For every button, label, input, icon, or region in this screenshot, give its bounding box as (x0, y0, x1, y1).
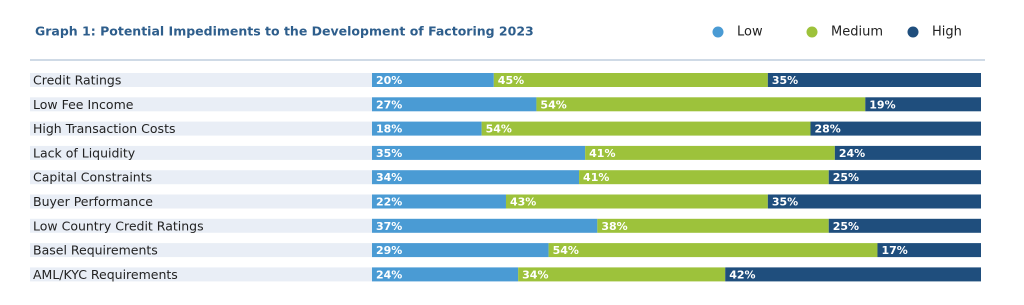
value-label: 28% (814, 123, 840, 136)
chart-title: Graph 1: Potential Impediments to the De… (35, 24, 534, 39)
category-label: Credit Ratings (33, 73, 121, 88)
category-label: Basel Requirements (33, 243, 158, 258)
value-label: 54% (553, 244, 579, 257)
bar-segment (372, 73, 494, 87)
bar-segment (725, 267, 981, 282)
category-label: AML/KYC Requirements (33, 267, 178, 282)
bar-segment (505, 194, 768, 209)
row-band (30, 121, 372, 136)
value-label: 34% (522, 268, 548, 281)
bar-segment (372, 145, 586, 160)
bar-segment (597, 218, 829, 233)
value-label: 22% (376, 196, 402, 209)
bar-segment (865, 97, 981, 112)
bar-segment (579, 170, 829, 185)
bar-segment (481, 121, 811, 136)
value-label: 35% (772, 74, 798, 87)
value-label: 41% (583, 171, 609, 184)
value-label: 35% (376, 147, 402, 160)
bar-segment (585, 145, 835, 160)
category-label: Buyer Performance (33, 194, 153, 209)
row-band (30, 218, 372, 233)
bar-segment (372, 243, 549, 258)
value-label: 35% (772, 196, 798, 209)
row-band (30, 170, 372, 185)
value-label: 45% (498, 74, 524, 87)
row-band (30, 267, 372, 282)
bar-segment (810, 121, 981, 136)
bar-segment (372, 170, 580, 185)
category-label: Lack of Liquidity (33, 145, 136, 160)
bar-segment (372, 267, 519, 282)
legend-label: High (932, 25, 962, 40)
value-label: 20% (376, 74, 402, 87)
legend-swatch (907, 26, 919, 38)
bar-segment (518, 267, 726, 282)
value-label: 37% (376, 220, 402, 233)
bar-segment (536, 97, 866, 112)
bar-segment (372, 97, 537, 112)
value-label: 41% (589, 147, 615, 160)
value-label: 29% (376, 244, 402, 257)
value-label: 24% (376, 268, 402, 281)
row-band (30, 145, 372, 160)
bar-segment (828, 170, 981, 185)
value-label: 42% (729, 268, 755, 281)
value-label: 25% (833, 220, 859, 233)
category-label: Capital Constraints (33, 170, 152, 185)
bar-segment (877, 243, 981, 258)
row-band (30, 243, 372, 258)
value-label: 25% (833, 171, 859, 184)
legend-swatch (806, 26, 818, 38)
value-label: 17% (881, 244, 907, 257)
category-label: Low Country Credit Ratings (33, 218, 204, 233)
category-label: Low Fee Income (33, 97, 134, 112)
legend-label: Low (737, 25, 763, 40)
row-band (30, 194, 372, 209)
bar-segment (372, 218, 598, 233)
legend-swatch (712, 26, 724, 38)
row-band (30, 97, 372, 112)
bar-segment (767, 73, 981, 87)
value-label: 54% (486, 123, 512, 136)
category-label: High Transaction Costs (33, 121, 176, 136)
value-label: 27% (376, 98, 402, 111)
bar-segment (767, 194, 981, 209)
value-label: 19% (869, 98, 895, 111)
bar-segment (493, 73, 768, 87)
value-label: 43% (510, 196, 536, 209)
value-label: 38% (601, 220, 627, 233)
value-label: 34% (376, 171, 402, 184)
legend-label: Medium (831, 25, 883, 40)
bar-segment (828, 218, 981, 233)
row-band (30, 73, 372, 87)
bar-segment (372, 194, 506, 209)
value-label: 18% (376, 123, 402, 136)
bar-segment (372, 121, 482, 136)
value-label: 54% (540, 98, 566, 111)
value-label: 24% (839, 147, 865, 160)
bar-segment (834, 145, 981, 160)
bar-segment (548, 243, 878, 258)
